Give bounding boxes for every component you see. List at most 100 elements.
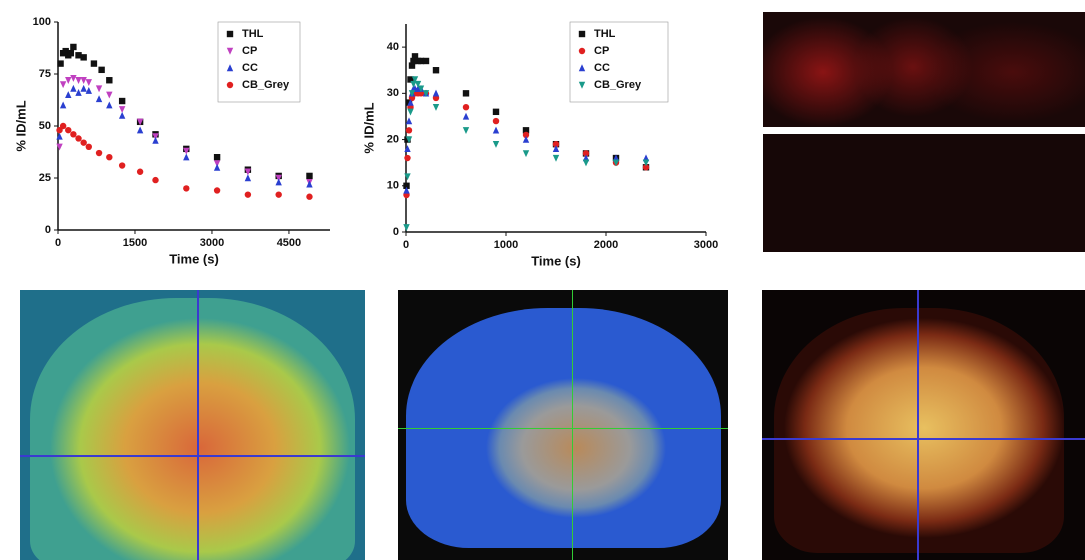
point	[98, 67, 104, 73]
point	[80, 77, 86, 84]
point	[80, 85, 86, 92]
point	[91, 60, 97, 66]
point	[493, 141, 499, 148]
point	[403, 224, 409, 231]
point	[553, 155, 559, 162]
point	[96, 95, 102, 102]
point	[137, 126, 143, 133]
point	[214, 187, 220, 193]
x-tick-label: 2000	[594, 239, 618, 251]
legend-label: CB_Grey	[242, 79, 290, 91]
point	[214, 154, 220, 160]
point	[275, 191, 281, 197]
point	[137, 169, 143, 175]
x-tick-label: 0	[55, 237, 61, 249]
legend-label: THL	[242, 28, 264, 40]
point	[406, 127, 412, 133]
point	[60, 81, 66, 88]
point	[70, 85, 76, 92]
crosshair-h	[398, 428, 728, 429]
point	[65, 127, 71, 133]
legend-marker	[227, 82, 233, 88]
point	[583, 159, 589, 166]
fluorescence-top	[763, 12, 1085, 127]
y-tick-label: 30	[387, 87, 399, 99]
y-tick-label: 0	[393, 226, 399, 238]
y-tick-label: 100	[33, 16, 51, 28]
point	[523, 150, 529, 157]
divider	[763, 127, 1085, 134]
point	[493, 118, 499, 124]
point	[306, 194, 312, 200]
brain-fused	[774, 308, 1064, 553]
point	[75, 89, 81, 96]
point	[183, 185, 189, 191]
point	[493, 127, 499, 134]
point	[119, 98, 125, 104]
point	[96, 150, 102, 156]
y-tick-label: 10	[387, 180, 399, 192]
point	[406, 117, 412, 124]
point	[152, 137, 158, 144]
x-tick-label: 1000	[494, 239, 518, 251]
x-tick-label: 0	[403, 239, 409, 251]
x-tick-label: 3000	[694, 239, 718, 251]
figure: 02550751000150030004500Time (s)% ID/mLTH…	[0, 0, 1085, 560]
point	[106, 102, 112, 109]
legend-marker	[579, 48, 585, 54]
point	[183, 154, 189, 161]
point	[75, 77, 81, 84]
point	[463, 113, 469, 120]
legend-label: CP	[594, 45, 609, 57]
point	[433, 90, 439, 97]
point	[106, 77, 112, 83]
point	[463, 104, 469, 110]
point	[306, 173, 312, 179]
legend-marker	[579, 31, 585, 37]
point	[60, 123, 66, 129]
point	[80, 54, 86, 60]
point	[57, 60, 63, 66]
fluorescence-image	[763, 12, 1085, 252]
y-axis-label: % ID/mL	[361, 102, 376, 153]
x-axis-label: Time (s)	[169, 251, 219, 266]
point	[433, 67, 439, 73]
point	[245, 174, 251, 181]
crosshair-v	[917, 290, 919, 560]
brain-heatmap	[30, 298, 355, 560]
legend-label: CC	[242, 62, 258, 74]
point	[245, 191, 251, 197]
point	[152, 177, 158, 183]
x-tick-label: 4500	[277, 237, 301, 249]
point	[60, 102, 66, 109]
point	[463, 127, 469, 134]
point	[463, 90, 469, 96]
point	[80, 139, 86, 145]
point	[86, 87, 92, 94]
point	[65, 77, 71, 84]
point	[75, 135, 81, 141]
point	[68, 50, 74, 56]
legend-label: CP	[242, 45, 257, 57]
point	[70, 44, 76, 50]
point	[275, 178, 281, 185]
point	[404, 155, 410, 161]
point	[106, 92, 112, 99]
y-tick-label: 40	[387, 41, 399, 53]
pet-image	[20, 290, 365, 560]
point	[493, 109, 499, 115]
x-tick-label: 1500	[123, 237, 147, 249]
legend-label: THL	[594, 28, 616, 40]
crosshair-v	[572, 290, 573, 560]
point	[86, 144, 92, 150]
point	[96, 85, 102, 92]
point	[433, 104, 439, 111]
y-tick-label: 0	[45, 224, 51, 236]
y-tick-label: 50	[39, 120, 51, 132]
point	[70, 131, 76, 137]
point	[119, 162, 125, 168]
y-tick-label: 25	[39, 172, 51, 184]
point	[106, 154, 112, 160]
legend-label: CB_Grey	[594, 79, 642, 91]
fused-image	[762, 290, 1085, 560]
